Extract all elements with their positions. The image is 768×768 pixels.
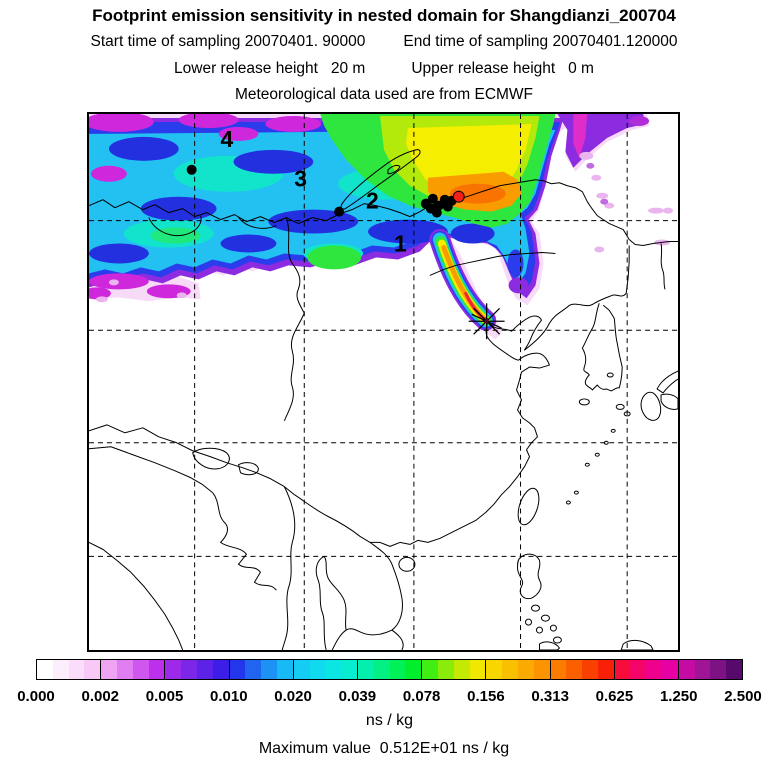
colorbar-cell	[437, 660, 454, 679]
colorbar-cell	[37, 660, 53, 679]
map-canvas: 4 3 2 1	[89, 114, 678, 650]
colorbar-cell	[181, 660, 197, 679]
colorbar-cell	[422, 660, 438, 679]
start-time-text: Start time of sampling 20070401. 90000	[90, 33, 366, 50]
label-3: 3	[294, 166, 307, 192]
colorbar-cell	[68, 660, 85, 679]
colorbar-cell	[52, 660, 69, 679]
sensitivity-field	[89, 114, 674, 340]
colorbar-segment	[613, 659, 679, 680]
colorbar-segment	[485, 659, 551, 680]
colorbar-tick: 0.078	[402, 688, 441, 705]
colorbar-segment	[36, 659, 102, 680]
colorbar-cell	[453, 660, 470, 679]
colorbar-cell	[165, 660, 182, 679]
max-value-text: Maximum value 0.512E+01 ns / kg	[258, 740, 510, 757]
colorbar-tick: 2.500	[724, 688, 762, 705]
colorbar-cell	[245, 660, 262, 679]
colorbar-tick: 0.313	[531, 688, 569, 705]
colorbar-tick: 0.010	[210, 688, 248, 705]
release-heights: Lower release height 20 m Upper release …	[0, 60, 768, 78]
colorbar-tick: 0.039	[338, 688, 377, 705]
colorbar-cell	[582, 660, 598, 679]
station-markers	[186, 164, 505, 340]
colorbar-tick: 0.002	[81, 688, 120, 705]
colorbar-cell	[517, 660, 534, 679]
colorbar-cell	[486, 660, 503, 679]
colorbar-cell	[84, 660, 101, 679]
colorbar-segment	[677, 659, 744, 680]
field-speckles	[95, 151, 674, 303]
colorbar-tick: 0.020	[274, 688, 312, 705]
station-dot	[334, 206, 345, 217]
station-dot-cluster	[420, 193, 457, 218]
colorbar-cell	[373, 660, 390, 679]
colorbar-cell	[212, 660, 229, 679]
sampling-times: Start time of sampling 20070401. 90000 E…	[0, 33, 768, 51]
colorbar-segment	[100, 659, 166, 680]
colorbar-segment	[356, 659, 423, 680]
colorbar-segment	[292, 659, 358, 680]
colorbar-cell	[694, 660, 711, 679]
colorbar-cell	[405, 660, 422, 679]
colorbar-cell	[132, 660, 149, 679]
colorbar-cell	[533, 660, 550, 679]
colorbar-cell	[148, 660, 165, 679]
colorbar-cell	[357, 660, 374, 679]
colorbar-cell	[229, 660, 246, 679]
red-station-dot	[452, 190, 465, 203]
colorbar-tick-labels: 0.000 0.002 0.005 0.010 0.020 0.039 0.078 0.156…	[0, 688, 768, 706]
colorbar-cell	[293, 660, 310, 679]
colorbar-segment	[421, 659, 487, 680]
lower-release-text: Lower release height 20 m	[174, 60, 366, 77]
region-number-labels: 4 3 2 1	[221, 126, 407, 257]
label-1: 1	[394, 230, 407, 256]
plume-tail	[429, 229, 497, 331]
station-dot	[186, 164, 197, 175]
upper-release-text: Upper release height 0 m	[411, 60, 594, 77]
colorbar-cell	[325, 660, 342, 679]
colorbar-cell	[309, 660, 326, 679]
colorbar-cell	[196, 660, 213, 679]
colorbar-tick: 0.156	[467, 688, 505, 705]
colorbar-segment	[164, 659, 230, 680]
receptor-center	[484, 319, 489, 324]
colorbar-cell	[662, 660, 678, 679]
colorbar-tick: 1.250	[659, 688, 698, 705]
colorbar-unit: ns / kg	[365, 712, 414, 729]
colorbar-cell	[566, 660, 583, 679]
colorbar-cell	[276, 660, 293, 679]
colorbar-cell	[678, 660, 695, 679]
colorbar-cell	[101, 660, 117, 679]
colorbar-cell	[341, 660, 357, 679]
colorbar-tick: 0.000	[17, 688, 55, 705]
label-2: 2	[366, 188, 379, 214]
colorbar-cell	[646, 660, 663, 679]
colorbar-cell	[726, 660, 743, 679]
page-title: Footprint emission sensitivity in nested…	[92, 6, 676, 25]
colorbar-cell	[261, 660, 277, 679]
colorbar-cell	[502, 660, 518, 679]
colorbar-segment	[228, 659, 294, 680]
colorbar-cell	[614, 660, 631, 679]
colorbar	[36, 659, 744, 680]
map-plot: 4 3 2 1	[87, 112, 680, 652]
label-4: 4	[221, 126, 234, 152]
colorbar-cell	[630, 660, 647, 679]
colorbar-cell	[116, 660, 133, 679]
colorbar-tick: 0.005	[145, 688, 184, 705]
colorbar-segment	[549, 659, 615, 680]
colorbar-cell	[389, 660, 406, 679]
colorbar-cell	[469, 660, 486, 679]
colorbar-cell	[550, 660, 567, 679]
colorbar-cell	[710, 660, 727, 679]
met-source-text: Meteorological data used are from ECMWF	[234, 86, 534, 103]
colorbar-tick: 0.625	[595, 688, 634, 705]
end-time-text: End time of sampling 20070401.120000	[403, 33, 678, 50]
colorbar-cell	[597, 660, 614, 679]
